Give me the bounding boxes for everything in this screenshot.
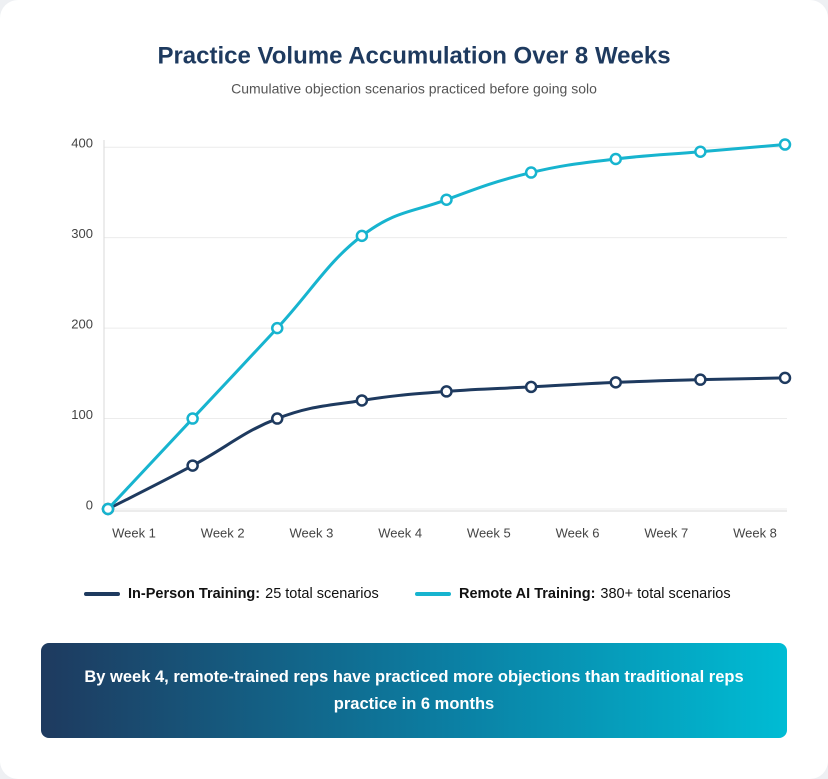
chart-title: Practice Volume Accumulation Over 8 Week… (157, 42, 670, 69)
y-tick-label: 0 (86, 497, 93, 512)
legend-entry: Remote AI Training: 380+ total scenarios (459, 586, 731, 602)
x-tick-label: Week 7 (644, 525, 688, 540)
x-tick-label: Week 3 (290, 525, 334, 540)
data-point (694, 373, 707, 386)
data-point (186, 412, 199, 425)
legend-name: In-Person Training: (128, 586, 260, 602)
callout-text: By week 4, remote-trained reps have prac… (84, 667, 744, 713)
chart-subtitle: Cumulative objection scenarios practiced… (231, 81, 597, 97)
data-point (609, 152, 622, 166)
data-point (271, 321, 284, 335)
legend-note: 25 total scenarios (265, 586, 379, 602)
data-point (778, 371, 792, 385)
data-point (440, 385, 453, 398)
data-point (609, 376, 622, 389)
callout-banner: By week 4, remote-trained reps have prac… (41, 643, 787, 738)
y-tick-label: 300 (71, 226, 93, 241)
series-line (106, 143, 786, 511)
x-tick-label: Week 1 (112, 525, 156, 540)
data-point (778, 138, 792, 151)
data-point (440, 193, 453, 206)
legend-name: Remote AI Training: (459, 586, 595, 602)
x-tick-label: Week 8 (733, 525, 777, 540)
x-tick-label: Week 2 (201, 525, 245, 540)
y-tick-label: 100 (71, 407, 93, 422)
y-tick-label: 400 (71, 136, 93, 151)
legend-note: 380+ total scenarios (600, 586, 730, 602)
x-tick-label: Week 5 (467, 525, 511, 540)
data-point (524, 380, 538, 394)
data-point (355, 229, 369, 243)
x-tick-label: Week 6 (556, 525, 600, 540)
data-point (271, 412, 284, 425)
data-point (101, 502, 115, 516)
data-point (524, 166, 538, 179)
x-tick-label: Week 4 (378, 525, 422, 540)
data-point (186, 459, 199, 472)
data-point (355, 394, 369, 407)
y-tick-label: 200 (71, 317, 93, 332)
legend-entry: In-Person Training: 25 total scenarios (128, 586, 379, 602)
data-point (694, 145, 707, 159)
